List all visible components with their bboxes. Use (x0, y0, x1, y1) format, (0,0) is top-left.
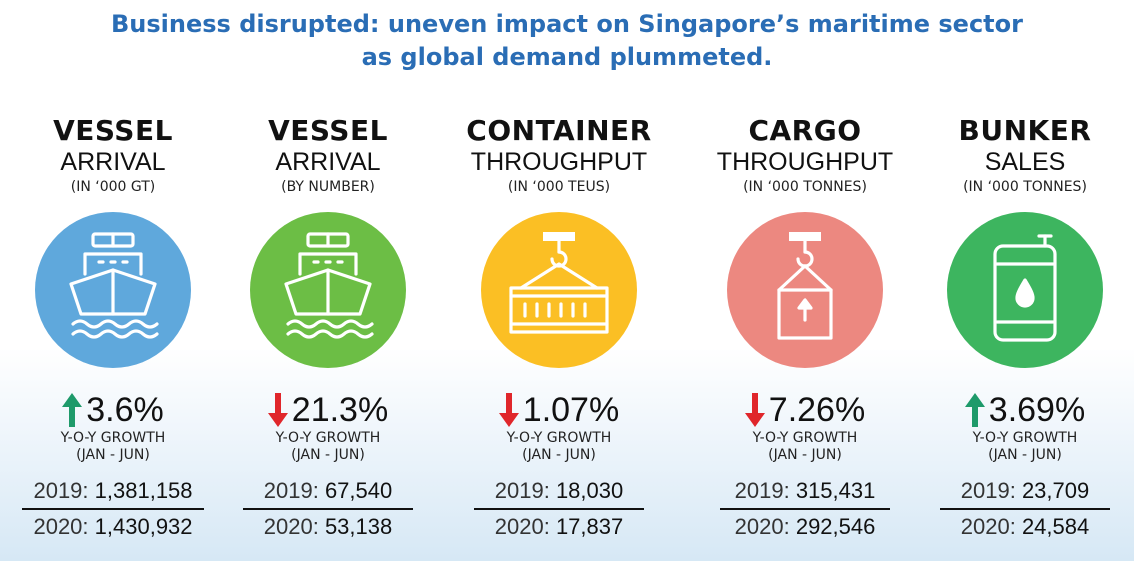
metric-name: CONTAINER (466, 114, 652, 147)
metric-unit: (IN ‘000 TEUS) (507, 179, 611, 195)
title-line-1: Business disrupted: uneven impact on Sin… (111, 10, 1023, 38)
year-2020-row: 2020: 17,837 (474, 512, 644, 542)
growth-value: 7.26% (768, 391, 866, 429)
growth-label: Y-O-Y GROWTH (972, 430, 1078, 446)
arrow-down-icon (267, 393, 288, 427)
year-values: 2019: 67,540 2020: 53,138 (243, 476, 413, 542)
divider (474, 508, 644, 510)
divider (720, 508, 890, 510)
growth-label: Y-O-Y GROWTH (506, 430, 612, 446)
year-value: 24,584 (1021, 514, 1090, 539)
year-values: 2019: 315,431 2020: 292,546 (720, 476, 890, 542)
year-2019-row: 2019: 67,540 (243, 476, 413, 506)
metric-subname: SALES (984, 148, 1066, 176)
growth-row: 3.69% (910, 390, 1134, 430)
year-value: 17,837 (555, 514, 624, 539)
metric-cargo-throughput: CARGO THROUGHPUT (IN ‘000 TONNES) 7.26% … (690, 115, 920, 561)
arrow-up-icon (62, 393, 83, 427)
year-value: 53,138 (324, 514, 393, 539)
year-value: 1,381,158 (94, 478, 193, 503)
year-2019-row: 2019: 23,709 (940, 476, 1110, 506)
growth-row: 21.3% (213, 390, 443, 430)
growth-label: Y-O-Y GROWTH (752, 430, 858, 446)
year-2020-row: 2020: 292,546 (720, 512, 890, 542)
container-crane-icon (509, 232, 609, 334)
growth-period: (JAN - JUN) (522, 447, 596, 463)
cargo-crane-icon (777, 232, 833, 340)
metric-subname: THROUGHPUT (470, 148, 648, 176)
metric-unit: (IN ‘000 TONNES) (963, 179, 1087, 195)
growth-label: Y-O-Y GROWTH (275, 430, 381, 446)
metric-container-throughput: CONTAINER THROUGHPUT (IN ‘000 TEUS) 1.07… (444, 115, 674, 561)
year-value: 292,546 (795, 514, 876, 539)
divider (940, 508, 1110, 510)
growth-value: 1.07% (522, 391, 620, 429)
metric-subname: THROUGHPUT (716, 148, 894, 176)
divider (22, 508, 204, 510)
year-value: 23,709 (1021, 478, 1090, 503)
arrow-down-icon (498, 393, 519, 427)
year-value: 67,540 (324, 478, 393, 503)
growth-period: (JAN - JUN) (76, 447, 150, 463)
year-2019-row: 2019: 315,431 (720, 476, 890, 506)
metric-vessel-arrival-gt: VESSEL ARRIVAL (IN ‘000 GT) 3.6% Y-O-Y G… (0, 115, 228, 561)
year-2020-row: 2020: 24,584 (940, 512, 1110, 542)
year-label: 2019: (734, 478, 790, 503)
year-label: 2019: (263, 478, 319, 503)
title-line-2: as global demand plummeted. (361, 43, 773, 71)
metric-bunker-sales: BUNKER SALES (IN ‘000 TONNES) 3.69% Y-O-… (910, 115, 1134, 561)
ship-icon (284, 232, 374, 339)
metric-icon-circle (250, 212, 406, 368)
year-values: 2019: 1,381,158 2020: 1,430,932 (22, 476, 204, 542)
year-label: 2020: (960, 514, 1016, 539)
metric-name: BUNKER (958, 114, 1092, 147)
metric-icon-circle (727, 212, 883, 368)
year-label: 2019: (960, 478, 1016, 503)
year-2019-row: 2019: 18,030 (474, 476, 644, 506)
year-2020-row: 2020: 1,430,932 (22, 512, 204, 542)
metric-unit: (BY NUMBER) (281, 179, 375, 195)
ship-icon (69, 232, 159, 339)
year-value: 315,431 (795, 478, 876, 503)
growth-period: (JAN - JUN) (291, 447, 365, 463)
year-2020-row: 2020: 53,138 (243, 512, 413, 542)
year-2019-row: 2019: 1,381,158 (22, 476, 204, 506)
growth-value: 3.69% (988, 391, 1086, 429)
growth-value: 21.3% (291, 391, 389, 429)
metric-unit: (IN ‘000 TONNES) (743, 179, 867, 195)
year-value: 18,030 (555, 478, 624, 503)
arrow-up-icon (964, 393, 985, 427)
metric-vessel-arrival-number: VESSEL ARRIVAL (BY NUMBER) 21.3% Y-O-Y G… (213, 115, 443, 561)
year-values: 2019: 18,030 2020: 17,837 (474, 476, 644, 542)
growth-value: 3.6% (86, 391, 164, 429)
growth-row: 1.07% (444, 390, 674, 430)
oil-barrel-icon (993, 234, 1057, 342)
year-label: 2020: (494, 514, 550, 539)
year-label: 2019: (33, 478, 89, 503)
growth-label: Y-O-Y GROWTH (60, 430, 166, 446)
metric-name: VESSEL (268, 114, 388, 147)
metric-name: VESSEL (53, 114, 173, 147)
metric-icon-circle (947, 212, 1103, 368)
growth-period: (JAN - JUN) (988, 447, 1062, 463)
year-values: 2019: 23,709 2020: 24,584 (940, 476, 1110, 542)
divider (243, 508, 413, 510)
growth-row: 3.6% (0, 390, 228, 430)
metric-name: CARGO (748, 114, 862, 147)
metric-subname: ARRIVAL (275, 148, 381, 176)
arrow-down-icon (744, 393, 765, 427)
year-label: 2020: (33, 514, 89, 539)
metric-unit: (IN ‘000 GT) (70, 179, 156, 195)
year-value: 1,430,932 (94, 514, 193, 539)
year-label: 2020: (734, 514, 790, 539)
year-label: 2019: (494, 478, 550, 503)
growth-period: (JAN - JUN) (768, 447, 842, 463)
metric-icon-circle (35, 212, 191, 368)
metric-icon-circle (481, 212, 637, 368)
metric-subname: ARRIVAL (60, 148, 166, 176)
growth-row: 7.26% (690, 390, 920, 430)
infographic-title: Business disrupted: uneven impact on Sin… (0, 8, 1134, 74)
year-label: 2020: (263, 514, 319, 539)
